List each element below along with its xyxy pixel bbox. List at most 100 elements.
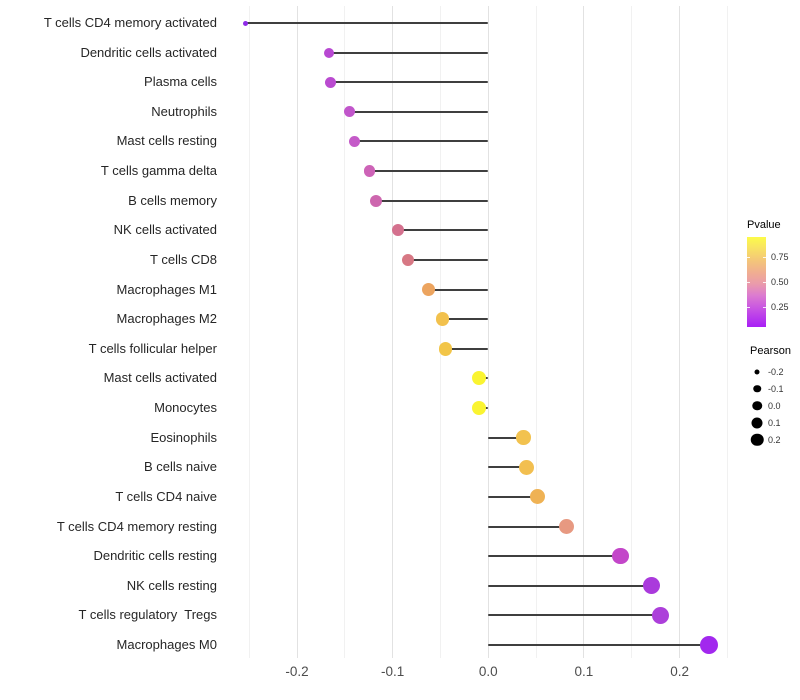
row-label: Mast cells resting bbox=[116, 133, 217, 149]
pvalue-tick-mark bbox=[763, 257, 766, 258]
lollipop-dot bbox=[438, 342, 452, 356]
lollipop-stem bbox=[407, 258, 489, 261]
lollipop-dot bbox=[370, 194, 383, 207]
lollipop-dot bbox=[348, 135, 360, 147]
minor-gridline bbox=[344, 6, 346, 658]
pearson-legend-entries: -0.2 -0.1 0.0 0.1 0.2 bbox=[750, 363, 800, 448]
x-tick-label: 0.1 bbox=[574, 664, 594, 679]
pvalue-tick-mark bbox=[747, 257, 750, 258]
pearson-legend-label: -0.2 bbox=[768, 366, 784, 377]
major-gridline bbox=[583, 6, 585, 658]
lollipop-stem bbox=[328, 51, 489, 54]
pearson-legend-label: 0.1 bbox=[768, 417, 781, 428]
row-label: T cells CD4 naive bbox=[115, 488, 217, 504]
pvalue-tick-label: 0.25 bbox=[771, 302, 789, 312]
row-label: T cells gamma delta bbox=[100, 163, 217, 179]
row-label: Macrophages M0 bbox=[116, 637, 217, 653]
minor-gridline bbox=[726, 6, 728, 658]
pvalue-gradient-bar: 0.75 0.50 0.25 bbox=[747, 237, 789, 327]
major-gridline bbox=[679, 6, 681, 658]
lollipop-dot bbox=[643, 577, 661, 595]
major-gridline bbox=[296, 6, 298, 658]
x-tick-label: -0.1 bbox=[381, 664, 405, 679]
row-label: Macrophages M2 bbox=[116, 311, 217, 327]
lollipop-dot bbox=[519, 459, 535, 475]
lollipop-dot bbox=[529, 489, 545, 505]
pvalue-tick-mark bbox=[747, 307, 750, 308]
row-label: T cells CD4 memory resting bbox=[56, 518, 217, 534]
major-gridline bbox=[487, 6, 489, 658]
row-label: Monocytes bbox=[154, 400, 217, 416]
lollipop-dot bbox=[324, 76, 336, 88]
lollipop-stem bbox=[245, 22, 489, 24]
lollipop-stem bbox=[488, 495, 538, 498]
row-label: T cells follicular helper bbox=[88, 340, 217, 356]
pvalue-tick-label: 0.50 bbox=[771, 277, 789, 287]
lollipop-dot bbox=[612, 547, 629, 565]
lollipop-stem bbox=[488, 614, 661, 617]
lollipop-stem bbox=[488, 436, 524, 439]
lollipop-stem bbox=[488, 644, 710, 647]
minor-gridline bbox=[439, 6, 441, 658]
x-tick-label: 0.0 bbox=[478, 664, 498, 679]
pearson-legend-label: -0.1 bbox=[768, 383, 784, 394]
row-label: Dendritic cells resting bbox=[93, 548, 217, 564]
lollipop-dot bbox=[392, 224, 405, 237]
lollipop-stem bbox=[488, 466, 527, 469]
lollipop-stem bbox=[488, 584, 652, 587]
lollipop-stem bbox=[442, 318, 489, 321]
pearson-legend-label: 0.0 bbox=[768, 400, 781, 411]
row-label: NK cells activated bbox=[113, 222, 217, 238]
pvalue-tick-label: 0.75 bbox=[771, 252, 789, 262]
pvalue-tick-mark bbox=[763, 307, 766, 308]
lollipop-dot bbox=[558, 518, 575, 535]
row-label: T cells regulatory Tregs bbox=[78, 607, 217, 623]
pearson-legend-entry: -0.1 bbox=[750, 380, 800, 397]
major-gridline bbox=[392, 6, 394, 658]
row-label: Dendritic cells activated bbox=[80, 44, 217, 60]
row-label: B cells naive bbox=[144, 459, 217, 475]
pearson-legend-entry: 0.1 bbox=[750, 414, 800, 431]
lollipop-dot bbox=[700, 636, 719, 655]
lollipop-stem bbox=[488, 555, 621, 558]
pvalue-legend: Pvalue 0.75 0.50 0.25 bbox=[747, 219, 800, 327]
row-label: T cells CD8 bbox=[150, 251, 217, 267]
row-label: NK cells resting bbox=[126, 577, 217, 593]
minor-gridline bbox=[248, 6, 250, 658]
x-tick-label: 0.2 bbox=[670, 664, 689, 679]
pearson-legend-dot bbox=[752, 400, 762, 411]
pvalue-tick-mark bbox=[747, 282, 750, 283]
pearson-legend-dot bbox=[753, 384, 761, 393]
minor-gridline bbox=[535, 6, 537, 658]
lollipop-stem bbox=[376, 199, 489, 202]
lollipop-stem bbox=[398, 229, 489, 232]
lollipop-stem bbox=[445, 347, 489, 350]
lollipop-dot bbox=[421, 283, 435, 297]
lollipop-dot bbox=[401, 253, 415, 267]
lollipop-stem bbox=[354, 140, 489, 143]
lollipop-stem bbox=[349, 110, 489, 113]
lollipop-dot bbox=[323, 47, 334, 58]
x-tick-label: -0.2 bbox=[285, 664, 309, 679]
lollipop-stem bbox=[330, 81, 489, 84]
row-label: B cells memory bbox=[128, 192, 217, 208]
pearson-legend-entry: 0.2 bbox=[750, 431, 800, 448]
pearson-legend-dot bbox=[750, 433, 764, 446]
lollipop-dot bbox=[363, 165, 376, 177]
minor-gridline bbox=[631, 6, 633, 658]
pearson-legend-entry: 0.0 bbox=[750, 397, 800, 414]
lollipop-dot bbox=[651, 606, 670, 625]
lollipop-stem bbox=[488, 525, 567, 528]
row-label: T cells CD4 memory activated bbox=[43, 15, 217, 30]
pearson-legend: Pearson -0.2 -0.1 0.0 0.1 0.2 bbox=[750, 345, 800, 448]
lollipop-dot bbox=[471, 401, 486, 416]
lollipop-dot bbox=[344, 106, 356, 118]
pvalue-legend-title: Pvalue bbox=[747, 219, 781, 231]
row-label: Plasma cells bbox=[144, 74, 217, 90]
pearson-legend-entry: -0.2 bbox=[750, 363, 800, 380]
lollipop-dot bbox=[471, 371, 486, 386]
pvalue-tick-mark bbox=[763, 282, 766, 283]
lollipop-dot bbox=[435, 312, 450, 326]
lollipop-stem bbox=[369, 170, 489, 173]
